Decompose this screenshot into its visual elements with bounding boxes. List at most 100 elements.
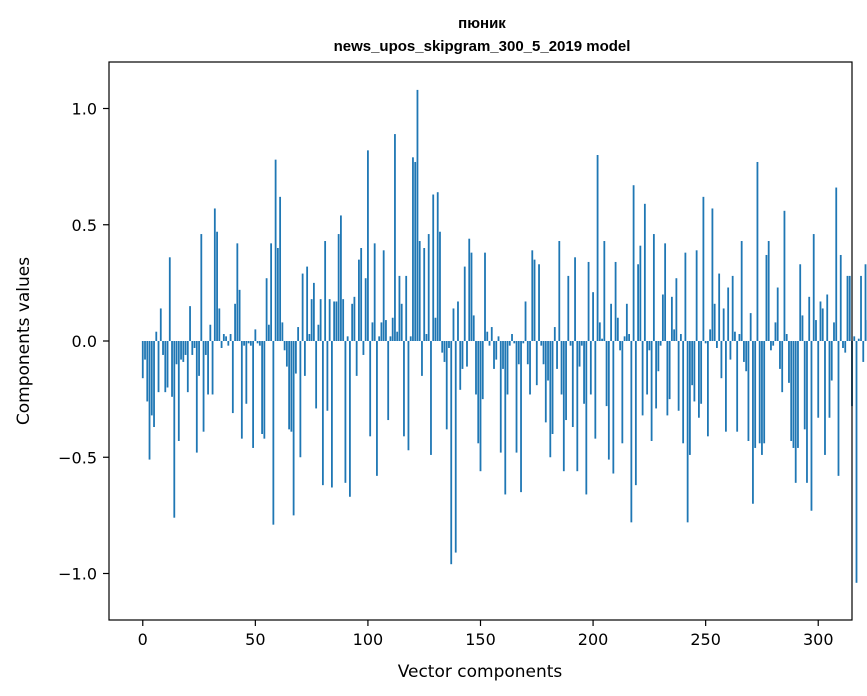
bar-284: [781, 341, 784, 393]
bar-172: [529, 341, 531, 395]
bar-184: [556, 341, 558, 369]
bar-1: [144, 341, 146, 360]
bar-170: [524, 301, 527, 341]
bar-206: [605, 341, 608, 407]
bar-260: [727, 287, 730, 341]
bar-233: [666, 341, 669, 416]
bar-142: [461, 341, 464, 369]
bar-43: [238, 289, 241, 341]
bar-156: [493, 341, 495, 369]
bar-286: [785, 334, 788, 341]
bar-254: [713, 303, 716, 341]
bar-108: [385, 320, 387, 341]
bar-138: [452, 308, 455, 341]
bar-255: [716, 341, 718, 348]
bar-22: [191, 341, 194, 355]
bar-73: [306, 266, 309, 341]
bar-42: [236, 243, 239, 341]
y-tick-label-1: −0.5: [58, 448, 97, 467]
bar-54: [263, 341, 266, 439]
bar-225: [648, 341, 651, 351]
bar-36: [222, 334, 225, 341]
bar-148: [475, 341, 477, 395]
bar-52: [258, 341, 261, 346]
x-tick-label-200: 200: [578, 630, 609, 649]
bar-35: [220, 341, 223, 348]
bar-55: [265, 278, 268, 341]
bar-21: [189, 306, 191, 342]
bar-188: [565, 341, 567, 421]
y-tick-label-0: −1.0: [58, 565, 97, 584]
bar-264: [736, 341, 739, 432]
bar-190: [569, 341, 572, 346]
bars-group: [141, 89, 867, 583]
bar-258: [722, 308, 725, 341]
bar-169: [522, 341, 525, 344]
bar-295: [806, 341, 808, 483]
bar-321: [864, 264, 867, 341]
bar-75: [310, 299, 313, 341]
bar-259: [725, 341, 727, 432]
bar-197: [585, 341, 588, 495]
bar-228: [655, 341, 658, 409]
bar-213: [621, 341, 624, 444]
bar-177: [540, 341, 543, 346]
bar-313: [846, 275, 849, 341]
bar-204: [601, 338, 603, 341]
bar-41: [234, 303, 236, 341]
bar-205: [603, 241, 606, 341]
bar-166: [515, 341, 518, 453]
bar-275: [761, 341, 763, 455]
bar-34: [218, 308, 221, 341]
bar-158: [497, 336, 500, 341]
bar-196: [583, 341, 585, 404]
bar-17: [180, 341, 182, 360]
bar-310: [839, 254, 842, 341]
bar-226: [650, 341, 653, 441]
bar-161: [504, 341, 507, 495]
bar-243: [688, 341, 691, 455]
bar-101: [369, 341, 372, 437]
bar-261: [729, 341, 732, 360]
x-axis-ticks: 0 50 100 150 200 250 300: [138, 620, 834, 649]
bar-270: [749, 313, 752, 341]
bar-70: [299, 341, 302, 458]
bar-230: [659, 341, 662, 346]
bar-195: [580, 341, 583, 346]
bar-139: [454, 341, 457, 553]
bar-90: [344, 341, 347, 483]
bar-28: [204, 341, 207, 355]
bar-121: [414, 161, 417, 341]
bar-128: [430, 341, 432, 455]
bar-9: [162, 341, 164, 355]
bar-155: [490, 327, 493, 341]
bar-122: [416, 89, 419, 342]
bar-24: [195, 341, 198, 453]
bar-291: [797, 341, 799, 448]
bar-15: [175, 341, 178, 365]
bar-97: [360, 248, 363, 341]
bar-120: [412, 157, 414, 341]
bar-147: [472, 315, 475, 341]
bar-103: [373, 243, 376, 341]
bar-13: [171, 341, 173, 397]
bar-236: [673, 329, 676, 342]
bar-299: [815, 320, 817, 341]
bar-114: [398, 275, 401, 341]
bar-191: [571, 341, 574, 428]
bar-134: [443, 341, 446, 362]
bar-119: [409, 336, 412, 341]
bar-82: [326, 341, 329, 411]
bar-7: [157, 341, 160, 393]
bar-32: [213, 208, 216, 341]
bar-167: [517, 341, 520, 365]
bar-84: [331, 341, 333, 488]
bar-274: [758, 341, 761, 444]
bar-72: [303, 341, 306, 376]
bar-298: [812, 234, 815, 341]
bar-95: [355, 341, 358, 376]
bar-61: [279, 196, 282, 341]
bar-20: [186, 341, 189, 393]
bar-137: [450, 341, 453, 565]
bar-239: [679, 334, 682, 341]
